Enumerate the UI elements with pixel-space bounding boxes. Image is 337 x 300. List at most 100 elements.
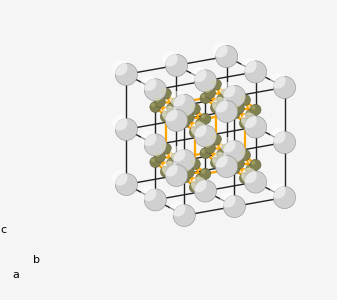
Circle shape [220, 192, 236, 208]
Circle shape [191, 177, 207, 192]
Circle shape [165, 109, 188, 131]
Circle shape [251, 105, 255, 110]
Circle shape [244, 116, 267, 138]
Circle shape [170, 146, 185, 161]
Circle shape [161, 89, 166, 94]
Circle shape [173, 149, 195, 171]
Circle shape [251, 160, 255, 165]
Circle shape [166, 158, 178, 169]
Circle shape [160, 166, 172, 177]
Circle shape [160, 111, 172, 122]
Circle shape [241, 112, 257, 128]
Circle shape [218, 95, 222, 99]
Circle shape [200, 148, 211, 159]
Text: a: a [12, 270, 19, 280]
Circle shape [246, 110, 256, 120]
Circle shape [171, 153, 182, 164]
Circle shape [241, 119, 245, 123]
Circle shape [191, 122, 207, 137]
Circle shape [196, 175, 201, 179]
Circle shape [244, 61, 267, 83]
Circle shape [196, 119, 201, 124]
Circle shape [179, 117, 190, 128]
Circle shape [241, 151, 245, 155]
Circle shape [201, 94, 206, 98]
Circle shape [241, 168, 257, 183]
Circle shape [191, 67, 207, 82]
Circle shape [244, 171, 267, 193]
Circle shape [194, 125, 216, 147]
Circle shape [154, 152, 165, 162]
Circle shape [246, 164, 256, 175]
Circle shape [167, 104, 172, 108]
Circle shape [189, 182, 201, 193]
Circle shape [183, 112, 194, 123]
Circle shape [222, 145, 226, 149]
Circle shape [189, 103, 201, 115]
Circle shape [200, 168, 211, 179]
Circle shape [206, 143, 210, 148]
Circle shape [141, 75, 156, 91]
Circle shape [216, 155, 238, 178]
Circle shape [141, 185, 156, 201]
Circle shape [112, 60, 127, 75]
Circle shape [151, 158, 155, 162]
Circle shape [221, 89, 232, 100]
Circle shape [212, 158, 216, 163]
Circle shape [112, 170, 127, 185]
Circle shape [201, 114, 205, 119]
Circle shape [273, 76, 296, 98]
Circle shape [205, 87, 215, 98]
Circle shape [183, 167, 194, 178]
Circle shape [184, 168, 189, 172]
Circle shape [161, 144, 166, 148]
Circle shape [250, 104, 261, 115]
Circle shape [173, 94, 195, 116]
Circle shape [155, 152, 160, 157]
Circle shape [247, 166, 251, 170]
Circle shape [194, 70, 216, 92]
Circle shape [115, 173, 137, 196]
Circle shape [239, 94, 250, 106]
Circle shape [241, 96, 245, 100]
Circle shape [180, 118, 184, 122]
Circle shape [218, 150, 222, 154]
Circle shape [160, 88, 172, 99]
Circle shape [247, 110, 251, 115]
Circle shape [172, 99, 176, 103]
Circle shape [211, 157, 221, 168]
Circle shape [273, 131, 296, 154]
Circle shape [270, 183, 286, 199]
Circle shape [239, 150, 250, 161]
Circle shape [170, 201, 185, 217]
Circle shape [211, 102, 221, 113]
Circle shape [201, 169, 205, 174]
Circle shape [223, 195, 245, 218]
Circle shape [229, 108, 240, 119]
Circle shape [212, 135, 216, 140]
Circle shape [166, 103, 178, 114]
Circle shape [190, 160, 195, 164]
Circle shape [144, 134, 166, 156]
Circle shape [221, 144, 232, 155]
Circle shape [223, 85, 245, 107]
Circle shape [233, 158, 244, 169]
Circle shape [212, 97, 228, 112]
Circle shape [195, 173, 207, 184]
Circle shape [230, 109, 235, 113]
Circle shape [212, 42, 228, 58]
Circle shape [273, 186, 296, 208]
Circle shape [144, 189, 166, 211]
Circle shape [230, 164, 235, 169]
Circle shape [160, 143, 172, 154]
Circle shape [220, 82, 236, 98]
Circle shape [211, 79, 221, 90]
Circle shape [184, 113, 189, 117]
Circle shape [144, 79, 166, 101]
Circle shape [151, 103, 155, 107]
Circle shape [154, 96, 165, 107]
Circle shape [239, 118, 250, 129]
Circle shape [220, 137, 236, 152]
Circle shape [112, 115, 127, 130]
Circle shape [235, 104, 239, 108]
